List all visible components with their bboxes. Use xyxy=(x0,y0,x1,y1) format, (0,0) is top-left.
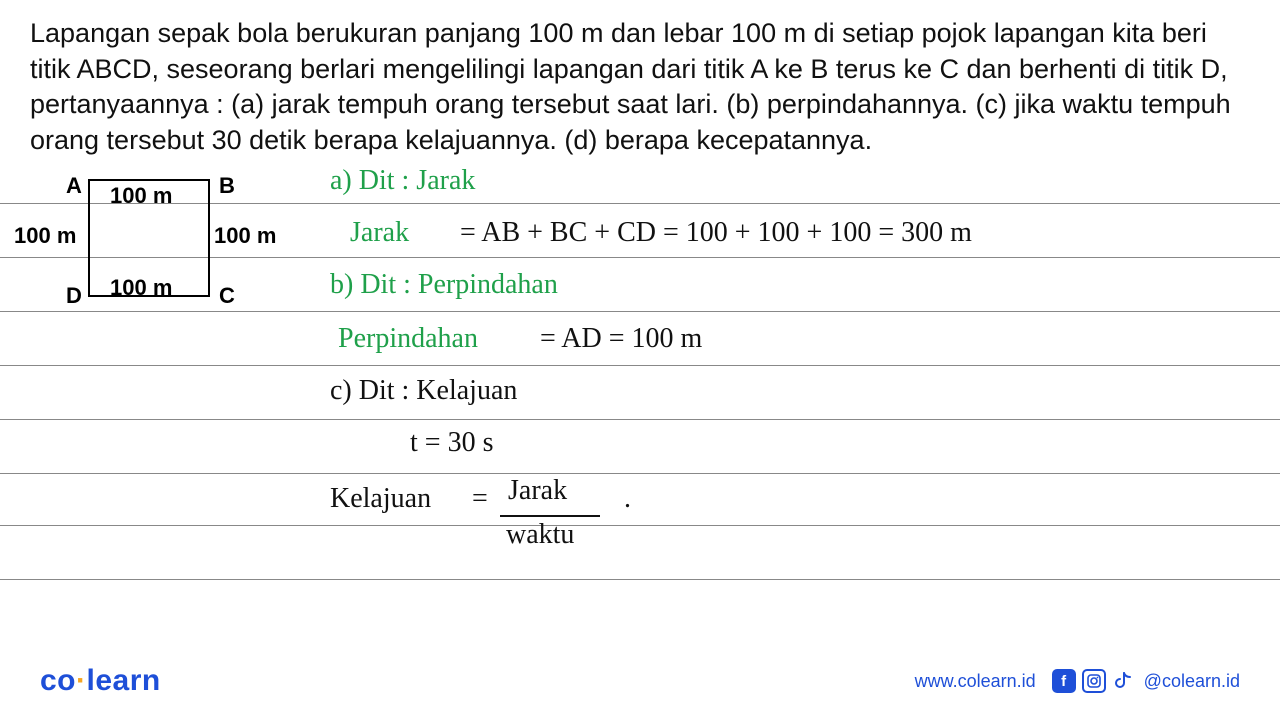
answer-c-time: t = 30 s xyxy=(410,427,493,459)
answer-b-expression: = AD = 100 m xyxy=(540,323,702,355)
ruled-line xyxy=(0,365,1280,366)
instagram-icon[interactable] xyxy=(1082,669,1106,693)
ruled-line xyxy=(0,579,1280,580)
label-A: A xyxy=(66,173,82,199)
label-D: D xyxy=(66,283,82,309)
social-icons: f @colearn.id xyxy=(1052,669,1240,693)
answer-a-expression: = AB + BC + CD = 100 + 100 + 100 = 300 m xyxy=(460,217,972,249)
answer-c-numerator: Jarak xyxy=(508,475,567,507)
logo-co: co xyxy=(40,664,76,697)
facebook-icon[interactable]: f xyxy=(1052,669,1076,693)
brand-logo: co·learn xyxy=(40,664,161,698)
answer-b-label: b) Dit : Perpindahan xyxy=(330,269,558,301)
question-text: Lapangan sepak bola berukuran panjang 10… xyxy=(30,16,1250,159)
footer: co·learn www.colearn.id f @colearn.id xyxy=(0,664,1280,698)
answer-c-equals: = xyxy=(472,483,488,515)
footer-handle[interactable]: @colearn.id xyxy=(1144,671,1240,692)
fraction-bar xyxy=(500,515,600,517)
square-diagram: A B C D 100 m 100 m 100 m 100 m xyxy=(24,171,284,321)
logo-learn: learn xyxy=(87,664,161,697)
answer-a-jarak-word: Jarak xyxy=(350,217,409,249)
ruled-line xyxy=(0,525,1280,526)
label-side-left: 100 m xyxy=(14,223,76,249)
label-side-top: 100 m xyxy=(110,183,172,209)
answer-c-label: c) Dit : Kelajuan xyxy=(330,375,517,407)
worked-solution-area: A B C D 100 m 100 m 100 m 100 m a) Dit :… xyxy=(30,167,1250,597)
logo-dot-icon: · xyxy=(76,664,87,697)
page: Lapangan sepak bola berukuran panjang 10… xyxy=(0,0,1280,720)
label-side-right: 100 m xyxy=(214,223,276,249)
answer-a-label: a) Dit : Jarak xyxy=(330,165,475,197)
label-C: C xyxy=(219,283,235,309)
footer-right: www.colearn.id f @colearn.id xyxy=(915,669,1240,693)
label-B: B xyxy=(219,173,235,199)
footer-url[interactable]: www.colearn.id xyxy=(915,671,1036,692)
ruled-line xyxy=(0,473,1280,474)
answer-c-dot: . xyxy=(624,483,631,515)
label-side-bottom: 100 m xyxy=(110,275,172,301)
answer-c-kelajuan-word: Kelajuan xyxy=(330,483,431,515)
answer-c-denominator: waktu xyxy=(506,519,574,551)
tiktok-icon[interactable] xyxy=(1112,670,1134,692)
ruled-line xyxy=(0,419,1280,420)
answer-b-perpindahan-word: Perpindahan xyxy=(338,323,478,355)
